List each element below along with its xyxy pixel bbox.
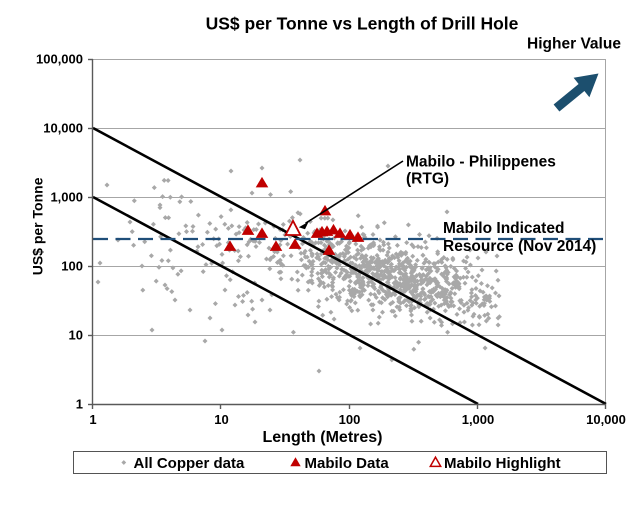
svg-text:100: 100 — [339, 412, 361, 427]
svg-text:Mabilo - Philippenes: Mabilo - Philippenes — [406, 154, 556, 171]
svg-text:100: 100 — [61, 259, 83, 274]
svg-text:10,000: 10,000 — [586, 412, 626, 427]
svg-text:10,000: 10,000 — [43, 121, 83, 136]
svg-text:1: 1 — [89, 412, 96, 427]
svg-text:US$ per Tonne: US$ per Tonne — [30, 177, 46, 275]
svg-text:Resource (Nov 2014): Resource (Nov 2014) — [443, 238, 596, 255]
svg-text:All Copper data: All Copper data — [134, 455, 246, 472]
svg-text:1: 1 — [76, 397, 83, 412]
svg-text:100,000: 100,000 — [36, 52, 83, 67]
svg-text:10: 10 — [69, 328, 83, 343]
svg-text:(RTG): (RTG) — [406, 171, 449, 188]
svg-text:10: 10 — [214, 412, 228, 427]
svg-text:Mabilo Data: Mabilo Data — [305, 455, 390, 472]
svg-text:Length (Metres): Length (Metres) — [263, 429, 383, 446]
svg-text:Mabilo Highlight: Mabilo Highlight — [444, 455, 561, 472]
svg-text:Higher Value: Higher Value — [527, 36, 621, 53]
svg-text:US$ per Tonne vs Length of Dri: US$ per Tonne vs Length of Drill Hole — [206, 14, 519, 34]
svg-text:1,000: 1,000 — [462, 412, 495, 427]
svg-text:1,000: 1,000 — [50, 190, 83, 205]
svg-text:Mabilo Indicated: Mabilo Indicated — [443, 220, 564, 237]
